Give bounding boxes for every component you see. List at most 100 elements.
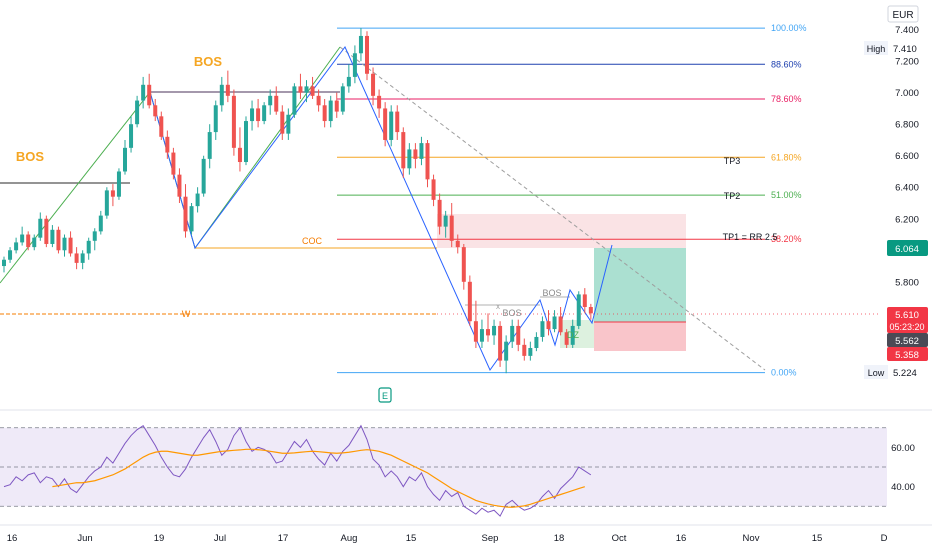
candle[interactable] [588,303,593,320]
candle[interactable] [528,341,533,361]
candle[interactable] [540,316,545,342]
candle[interactable] [50,225,55,248]
candle[interactable] [153,98,158,122]
candle[interactable] [80,250,85,270]
candle[interactable] [129,116,134,153]
candle[interactable] [195,187,200,213]
candle[interactable] [8,247,13,263]
candle[interactable] [443,210,448,238]
candle[interactable] [473,300,478,348]
candle[interactable] [365,31,369,81]
candle[interactable] [449,203,454,248]
candle[interactable] [141,76,146,109]
candle[interactable] [165,130,170,159]
candle[interactable] [316,89,321,112]
candle[interactable] [401,127,406,178]
candle[interactable] [298,73,303,99]
candle[interactable] [98,210,103,235]
candle[interactable] [576,291,581,330]
rsi-panel[interactable]: 60.00 40.00 [0,424,915,517]
candle[interactable] [20,226,25,246]
candle[interactable] [383,102,388,147]
candle[interactable] [250,100,255,131]
candle[interactable] [286,108,291,140]
candle[interactable] [582,288,587,314]
candle[interactable] [395,105,400,140]
candle[interactable] [86,237,91,260]
candle[interactable] [231,89,236,156]
candle[interactable] [123,139,127,175]
candle[interactable] [44,215,49,248]
candle[interactable] [26,231,31,251]
candle[interactable] [546,310,551,336]
candle[interactable] [522,338,527,361]
candle[interactable] [2,256,6,273]
event-marker[interactable]: E [378,387,392,403]
candle[interactable] [413,143,418,169]
candle[interactable] [213,100,218,140]
trend-line[interactable] [339,46,766,371]
candle[interactable] [225,70,230,103]
candle[interactable] [116,168,121,200]
candle[interactable] [304,80,309,103]
candle[interactable] [419,136,424,166]
candle[interactable] [328,95,333,128]
candle[interactable] [189,203,194,235]
candle[interactable] [292,83,297,118]
candle[interactable] [322,98,327,128]
candle[interactable] [407,143,412,175]
candle[interactable] [498,321,503,367]
candle[interactable] [558,307,563,336]
candle[interactable] [244,116,248,166]
candle[interactable] [352,45,357,84]
candle[interactable] [219,76,224,112]
candle[interactable] [377,89,382,118]
candle[interactable] [358,28,363,62]
candle[interactable] [183,184,188,238]
candle[interactable] [38,212,43,241]
candle[interactable] [171,147,176,180]
candle[interactable] [74,247,79,270]
candle[interactable] [461,243,466,290]
candle[interactable] [552,310,557,333]
candle[interactable] [262,102,267,125]
candle[interactable] [32,234,37,251]
candle[interactable] [135,95,140,128]
candle[interactable] [564,329,569,348]
candle[interactable] [310,76,315,99]
candle[interactable] [62,234,67,257]
candle[interactable] [534,332,539,352]
time-axis[interactable]: 16 Jun 19 Jul 17 Aug 15 Sep 18 Oct 16 Nov 15 D [7,533,888,544]
candle[interactable] [570,319,575,348]
candle[interactable] [268,89,273,115]
candle[interactable] [68,231,73,257]
candle[interactable] [437,193,442,235]
candlestick-series[interactable] [2,28,593,374]
candle[interactable] [516,319,521,352]
candle[interactable] [207,124,212,169]
candle[interactable] [431,174,436,207]
candle[interactable] [389,105,394,147]
candle[interactable] [492,319,497,345]
candle[interactable] [104,187,109,219]
candle[interactable] [371,67,376,106]
candle[interactable] [56,226,61,254]
candle[interactable] [340,83,345,115]
candle[interactable] [274,86,279,115]
candle[interactable] [280,105,285,140]
candle[interactable] [147,73,152,109]
candle[interactable] [425,139,430,188]
candle[interactable] [510,319,515,348]
candle[interactable] [237,127,242,172]
fib-retracement[interactable]: 100.00% 88.60% 78.60% 61.80% 51.00% 38.20% 0.0… [337,23,807,378]
candle[interactable] [504,335,509,374]
candle[interactable] [201,155,206,197]
candle[interactable] [14,237,19,254]
candle[interactable] [177,168,182,203]
candle[interactable] [110,184,115,207]
candle[interactable] [346,64,351,93]
candle[interactable] [256,98,261,128]
candle[interactable] [479,319,484,348]
candle[interactable] [334,92,339,118]
